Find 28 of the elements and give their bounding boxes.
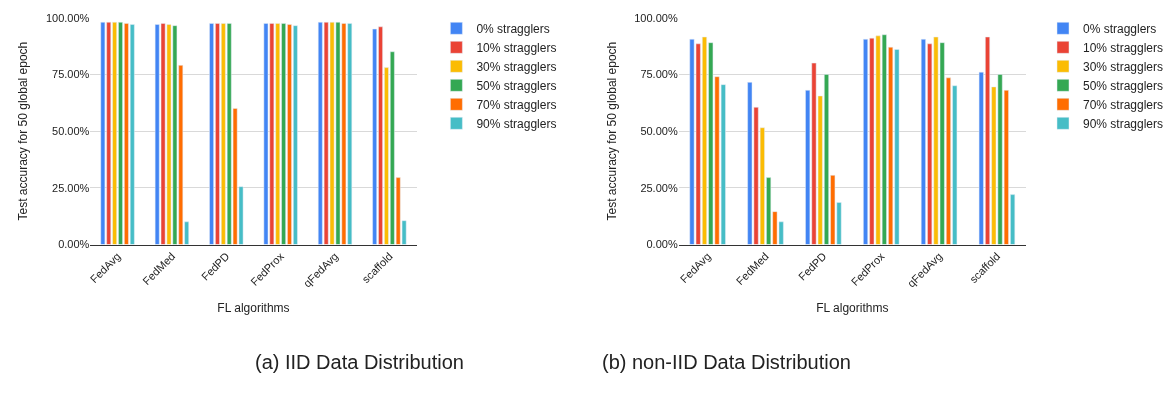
- x-axis-title: FL algorithms: [217, 301, 290, 316]
- y-tick-label: 0.00%: [58, 238, 90, 251]
- y-tick-label: 100.00%: [634, 11, 678, 24]
- y-tick-label: 50.00%: [640, 124, 678, 137]
- y-axis-title: Test accuracy for 50 global epoch: [16, 41, 31, 221]
- y-axis-title: Test accuracy for 50 global epoch: [604, 41, 619, 221]
- text: (a) IID Data Distribution: [255, 351, 464, 373]
- y-tick-label: 25.00%: [640, 181, 678, 194]
- y-tick-label: 75.00%: [640, 68, 678, 81]
- y-tick-label: 0.00%: [646, 238, 678, 251]
- legend-label: 0% stragglers: [1083, 22, 1157, 36]
- legend-label: 50% stragglers: [476, 79, 557, 93]
- y-tick-label: 50.00%: [52, 124, 90, 137]
- legend-label: 50% stragglers: [1083, 79, 1164, 93]
- x-axis-title: FL algorithms: [816, 301, 889, 316]
- legend-label: 70% stragglers: [476, 98, 557, 112]
- legend-label: 10% stragglers: [476, 41, 557, 55]
- legend-label: 10% stragglers: [1083, 41, 1164, 55]
- legend-label: 90% stragglers: [476, 117, 557, 131]
- y-tick-label: 75.00%: [52, 68, 90, 81]
- legend-label: 90% stragglers: [1083, 117, 1164, 131]
- legend-label: 70% stragglers: [1083, 98, 1164, 112]
- y-tick-label: 25.00%: [52, 181, 90, 194]
- legend-label: 30% stragglers: [476, 60, 557, 74]
- legend-label: 30% stragglers: [1083, 60, 1164, 74]
- legend-label: 0% stragglers: [476, 22, 550, 36]
- y-tick-label: 100.00%: [45, 11, 90, 24]
- text: (b) non-IID Data Distribution: [602, 351, 851, 373]
